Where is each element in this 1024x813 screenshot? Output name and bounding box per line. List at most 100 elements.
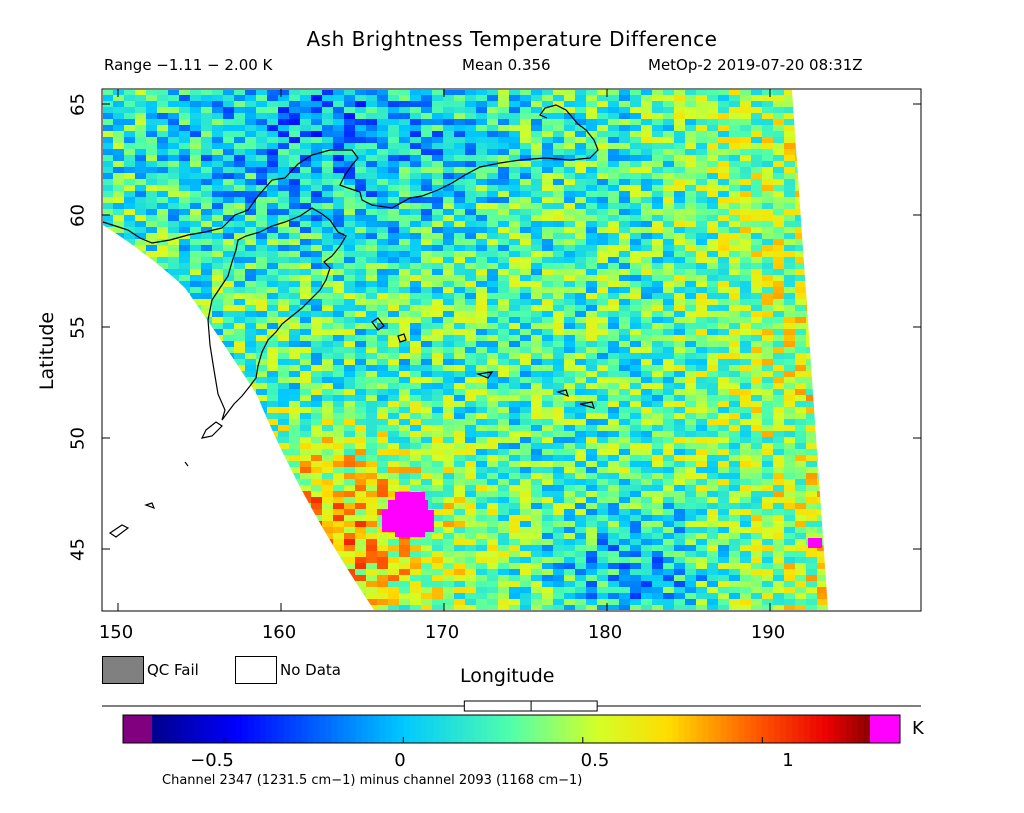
swath-pixel <box>740 401 752 408</box>
swath-pixel <box>355 167 367 174</box>
swath-pixel <box>564 239 576 246</box>
swath-pixel <box>674 239 686 246</box>
swath-pixel <box>597 275 609 282</box>
swath-pixel <box>795 491 807 498</box>
swath-pixel <box>498 245 510 252</box>
swath-pixel <box>432 275 444 282</box>
swath-pixel <box>487 461 499 468</box>
swath-pixel <box>300 395 312 402</box>
swath-pixel <box>641 383 653 390</box>
swath-pixel <box>685 347 697 354</box>
swath-pixel <box>366 377 378 384</box>
swath-pixel <box>597 491 609 498</box>
swath-pixel <box>619 491 631 498</box>
swath-pixel <box>498 299 510 306</box>
swath-pixel <box>762 185 774 192</box>
swath-pixel <box>377 443 389 450</box>
swath-pixel <box>157 209 169 216</box>
swath-pixel <box>696 419 708 426</box>
swath-pixel <box>377 401 389 408</box>
swath-pixel <box>366 329 378 336</box>
swath-pixel <box>168 90 180 96</box>
swath-pixel <box>399 257 411 264</box>
swath-pixel <box>520 359 532 366</box>
swath-pixel <box>696 467 708 474</box>
swath-pixel <box>542 305 554 312</box>
swath-pixel <box>707 107 719 114</box>
swath-pixel <box>333 407 345 414</box>
swath-pixel <box>344 431 356 438</box>
swath-pixel <box>740 389 752 396</box>
swath-pixel <box>300 461 312 468</box>
swath-pixel <box>388 353 400 360</box>
swath-pixel <box>355 485 367 492</box>
swath-pixel <box>674 95 686 102</box>
swath-pixel <box>410 257 422 264</box>
swath-pixel <box>113 149 125 156</box>
swath-pixel <box>300 293 312 300</box>
swath-pixel <box>751 521 763 528</box>
swath-pixel <box>179 221 191 228</box>
swath-pixel <box>234 197 246 204</box>
swath-pixel <box>421 377 433 384</box>
swath-pixel <box>520 443 532 450</box>
swath-pixel <box>619 197 631 204</box>
swath-pixel <box>619 425 631 432</box>
swath-pixel <box>410 395 422 402</box>
swath-pixel <box>718 245 730 252</box>
swath-pixel <box>498 323 510 330</box>
swath-pixel <box>597 143 609 150</box>
swath-pixel <box>344 329 356 336</box>
swath-pixel <box>443 365 455 372</box>
swath-pixel <box>619 437 631 444</box>
swath-pixel <box>278 275 290 282</box>
swath-pixel <box>586 497 598 504</box>
swath-pixel <box>707 281 719 288</box>
swath-pixel <box>751 221 763 228</box>
swath-pixel <box>278 221 290 228</box>
swath-pixel <box>773 347 785 354</box>
swath-pixel <box>718 317 730 324</box>
swath-pixel <box>729 269 741 276</box>
swath-pixel <box>289 335 301 342</box>
swath-pixel <box>333 377 345 384</box>
swath-pixel <box>773 167 785 174</box>
swath-pixel <box>146 215 158 222</box>
swath-pixel <box>487 479 499 486</box>
swath-pixel <box>553 161 565 168</box>
swath-pixel <box>410 209 422 216</box>
swath-pixel <box>696 173 708 180</box>
swath-pixel <box>740 185 752 192</box>
swath-pixel <box>377 431 389 438</box>
swath-pixel <box>421 263 433 270</box>
swath-pixel <box>190 215 202 222</box>
swath-pixel <box>586 197 598 204</box>
swath-pixel <box>663 419 675 426</box>
swath-pixel <box>212 245 224 252</box>
swath-pixel <box>685 173 697 180</box>
swath-pixel <box>245 341 257 348</box>
swath-pixel <box>487 317 499 324</box>
swath-pixel <box>575 527 587 534</box>
swath-pixel <box>421 149 433 156</box>
swath-pixel <box>762 293 774 300</box>
swath-pixel <box>740 107 752 114</box>
swath-pixel <box>509 245 521 252</box>
swath-pixel <box>531 251 543 258</box>
swath-pixel <box>333 449 345 456</box>
swath-pixel <box>718 113 730 120</box>
swath-pixel <box>487 455 499 462</box>
swath-pixel <box>487 467 499 474</box>
swath-pixel <box>421 257 433 264</box>
swath-pixel <box>344 90 356 96</box>
swath-pixel <box>718 407 730 414</box>
swath-pixel <box>443 479 455 486</box>
swath-pixel <box>333 167 345 174</box>
swath-pixel <box>806 491 818 498</box>
swath-pixel <box>201 209 213 216</box>
swath-pixel <box>751 245 763 252</box>
swath-pixel <box>234 365 246 372</box>
swath-pixel <box>762 443 774 450</box>
swath-pixel <box>476 449 488 456</box>
swath-pixel <box>399 90 411 96</box>
